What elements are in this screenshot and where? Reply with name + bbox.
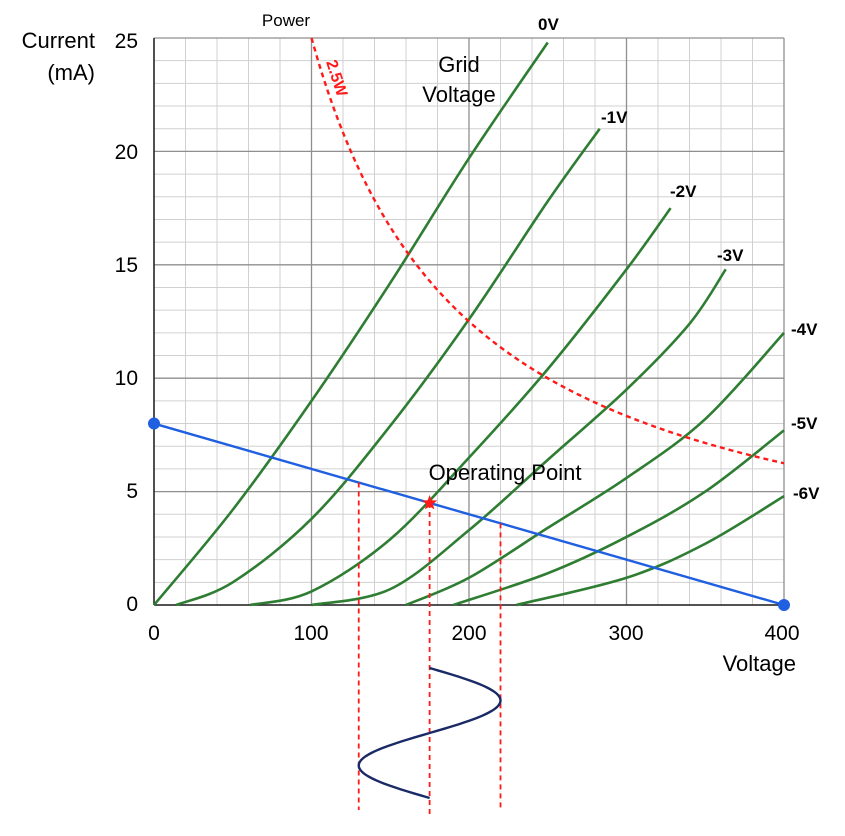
plate-curve--4V [405,331,785,607]
x-tick-label: 300 [608,622,643,645]
y-axis-title-line2: (mA) [47,60,95,85]
plate-curve--6V [515,495,785,607]
plate-curve--2V [249,207,672,607]
power-curve [310,37,785,465]
grid [153,37,785,606]
plate-curve--3V [311,268,727,607]
power-label: Power [262,11,311,30]
operating-point-label: Operating Point [429,460,582,485]
grid-voltage-label-line1: Grid [438,52,480,77]
series-label-6v: -6V [793,484,820,503]
markers [422,494,438,510]
load-line-endpoint [148,417,160,430]
x-tick-label: 100 [293,622,328,645]
series-label-1v: -1V [601,108,628,127]
load-line-segment [153,422,785,607]
y-tick-label: 20 [115,141,138,164]
series-label-4v: -4V [791,320,818,339]
load-line [148,417,790,611]
power-curve-line [310,37,785,465]
y-axis-title-line1: Current [22,28,95,53]
grid-voltage-label-line2: Voltage [422,82,495,107]
x-tick-label: 400 [764,622,799,645]
x-axis-title: Voltage [723,651,796,676]
y-tick-label: 15 [115,254,138,277]
plate-curve--5V [452,429,785,607]
plate-curves [152,41,785,607]
signal-waveform [357,666,502,800]
labels: 0 100 200 300 400 0 5 10 15 20 25 Curren… [22,11,820,676]
plate-curve--1V [175,127,601,607]
y-tick-label: 0 [126,593,138,616]
series-label-5v: -5V [791,414,818,433]
power-curve-label: 2.5W [322,58,350,100]
x-tick-label: 200 [451,622,486,645]
y-tick-label: 25 [115,30,138,53]
signal-projection [357,482,502,818]
y-tick-label: 10 [115,367,138,390]
operating-point-star [422,494,438,510]
series-label-2v: -2V [670,182,697,201]
plate-curve-0V [152,41,549,606]
load-line-endpoint [778,599,790,611]
x-tick-label: 0 [148,622,160,645]
y-tick-label: 5 [126,480,138,503]
series-label-3v: -3V [717,246,744,265]
series-label-0v: 0V [538,15,559,34]
